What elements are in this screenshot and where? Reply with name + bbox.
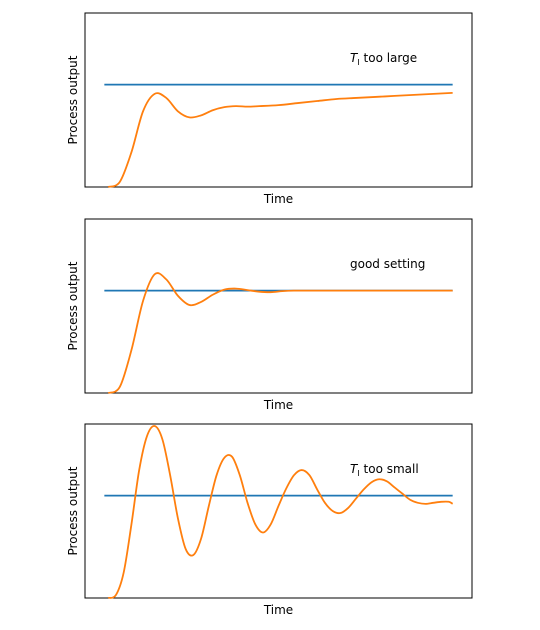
annotation-text: good setting — [350, 257, 425, 271]
y-axis-label: Process output — [66, 55, 80, 144]
plot-frame — [84, 218, 473, 394]
response-curve — [107, 91, 453, 188]
x-axis-label: Time — [263, 398, 293, 412]
y-axis-label: Process output — [66, 466, 80, 555]
response-curve — [107, 272, 453, 394]
chart-panel-2: Time Process output good setting — [66, 218, 473, 412]
plot-frame — [84, 423, 473, 599]
x-axis-label: Time — [263, 603, 293, 617]
chart-panel-3: Time Process output TI too small — [66, 423, 473, 617]
response-curve — [107, 425, 454, 599]
plot-frame — [84, 12, 473, 188]
chart-panel-1: Time Process output TI too large — [66, 12, 473, 206]
annotation-text: TI too large — [350, 51, 417, 67]
y-axis-label: Process output — [66, 261, 80, 350]
x-axis-label: Time — [263, 192, 293, 206]
annotation-text: TI too small — [350, 462, 419, 478]
